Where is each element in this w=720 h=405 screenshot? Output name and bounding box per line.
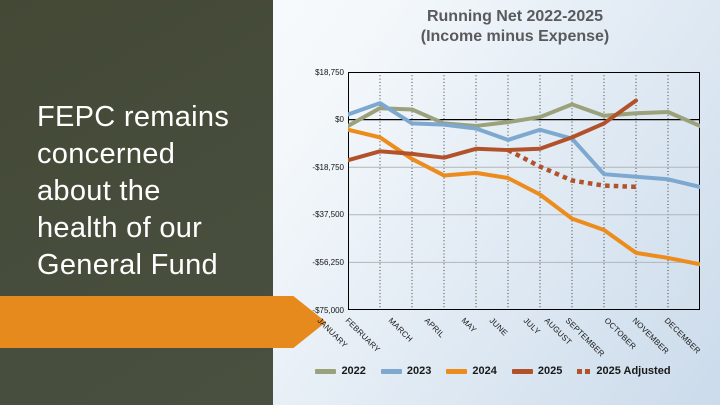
headline-line: about the: [37, 175, 161, 207]
plot-border: [348, 72, 700, 310]
series-line-2025-adjusted: [506, 148, 637, 190]
x-axis-label: APRIL: [422, 316, 447, 340]
legend-item-2025-adjusted: 2025 Adjusted: [577, 365, 671, 377]
chart-title-line-2: (Income minus Expense): [420, 28, 610, 45]
legend-item-2025: 2025: [511, 365, 563, 377]
arrow-banner-shape: [0, 296, 326, 348]
chart-plot-area: [346, 72, 702, 310]
legend-label: 2024: [472, 365, 497, 377]
series-line-2022: [346, 102, 702, 128]
headline-line: health of our: [37, 212, 203, 244]
headline-line: FEPC remains: [37, 101, 230, 133]
y-axis-label: -$75,000: [312, 305, 344, 315]
headline-line: General Fund: [37, 249, 218, 281]
legend-item-2024: 2024: [446, 365, 497, 377]
legend-label: 2025: [537, 365, 563, 377]
x-axis-label: MARCH: [386, 316, 415, 344]
slide-headline: FEPC remains concerned about the health …: [37, 99, 267, 284]
y-axis-label: $18,750: [315, 67, 344, 77]
legend-label: 2023: [406, 365, 432, 377]
x-axis-label: MAY: [459, 316, 479, 335]
chart-svg: [346, 72, 702, 310]
legend-item-2022: 2022: [315, 365, 366, 377]
legend-swatch-dot: [577, 368, 583, 374]
x-axis-label: JULY: [521, 316, 542, 337]
y-axis-label: $0: [335, 115, 344, 125]
x-axis-label: FEBRUARY: [343, 316, 383, 355]
series-line-2025: [346, 98, 638, 163]
y-axis-label: -$37,500: [312, 210, 344, 220]
legend-item-2023: 2023: [380, 365, 432, 377]
legend-swatch: [577, 368, 591, 374]
chart-legend: 2022 2023 2024 2025 2025 Adjusted: [276, 362, 710, 380]
x-axis-label: JUNE: [488, 316, 510, 338]
legend-swatch: [511, 368, 533, 374]
series-line-2023: [346, 101, 702, 189]
legend-swatch: [315, 368, 337, 374]
chart-title-line-1: Running Net 2022-2025: [426, 8, 604, 25]
chart-title: Running Net 2022-2025 (Income minus Expe…: [320, 7, 710, 47]
legend-label: 2022: [341, 365, 366, 377]
legend-swatch-dot: [585, 368, 591, 374]
y-axis-label: -$56,250: [312, 257, 344, 267]
headline-line: concerned: [37, 138, 176, 170]
legend-swatch: [380, 368, 402, 374]
legend-swatch: [446, 368, 468, 374]
legend-label: 2025 Adjusted: [596, 365, 671, 377]
y-axis-label: -$18,750: [312, 162, 344, 172]
